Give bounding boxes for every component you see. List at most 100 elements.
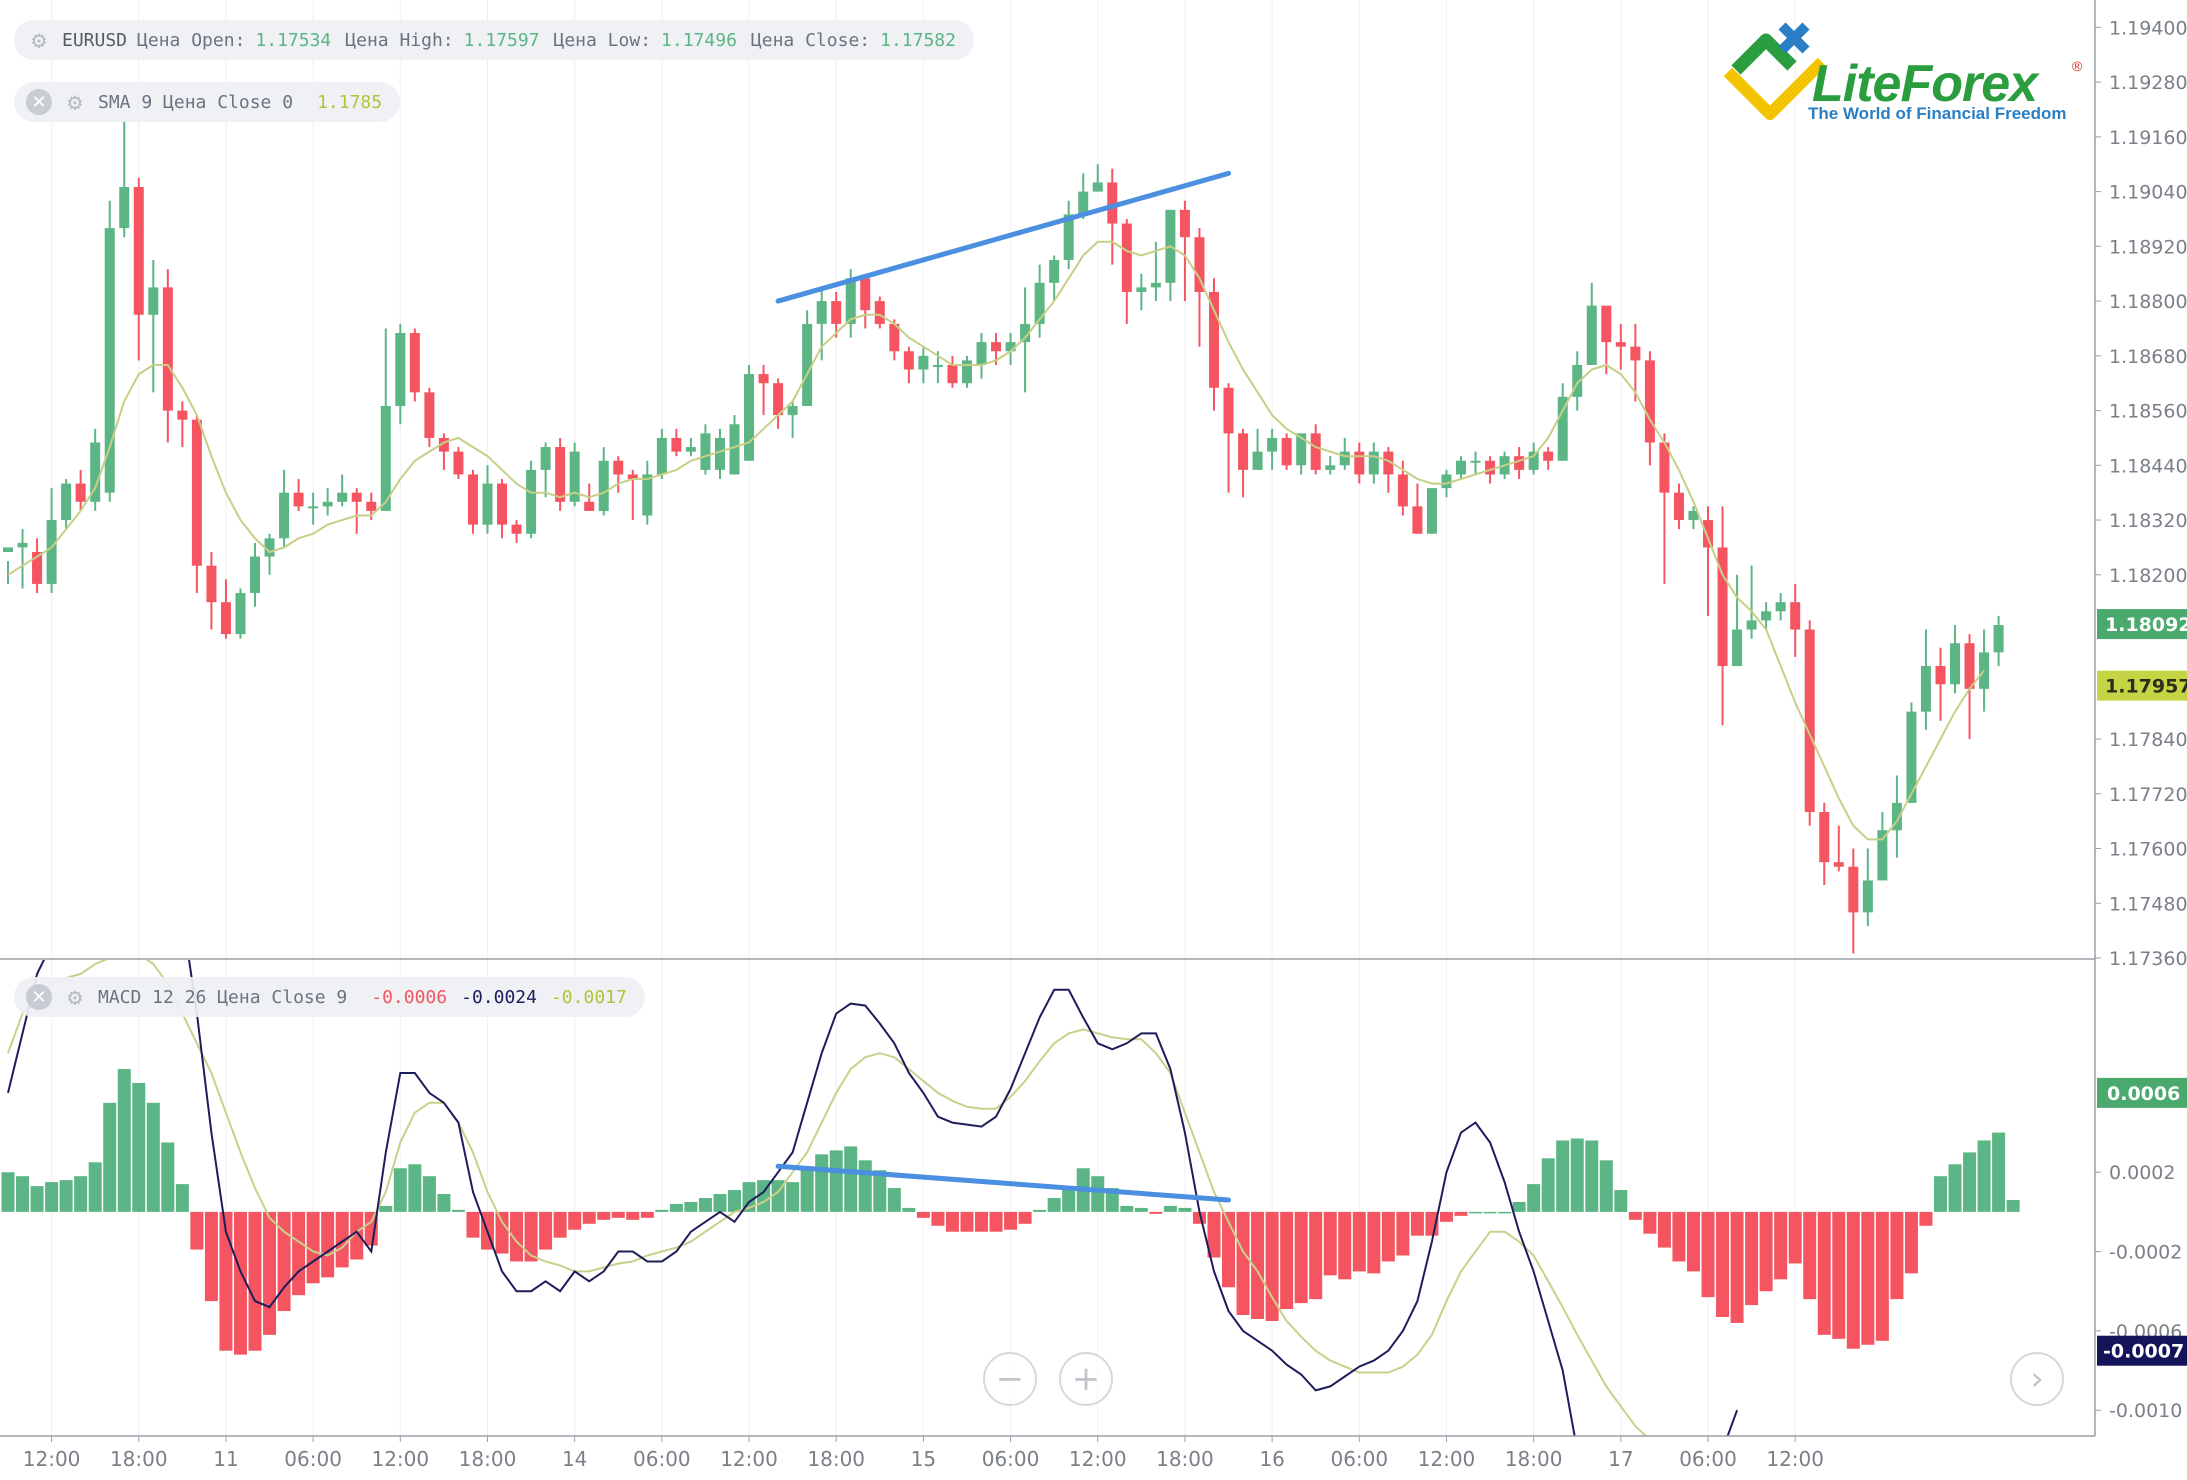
candle-body (1644, 360, 1655, 443)
macd-histogram-bar (1992, 1132, 2006, 1212)
price-tick-label: 1.19280 (2109, 72, 2187, 94)
candle-body (860, 278, 871, 311)
macd-histogram-bar (873, 1170, 887, 1212)
macd-histogram-bar (1192, 1211, 1206, 1224)
time-tick-label: 17 (1608, 1447, 1633, 1471)
macd-histogram-bar (45, 1182, 59, 1212)
candle-body (3, 547, 13, 552)
close-icon[interactable]: ✕ (26, 89, 52, 115)
macd-histogram-bar (1890, 1211, 1904, 1300)
candle-body (1107, 182, 1118, 224)
candle-body (409, 333, 420, 393)
macd-histogram-bar (1207, 1211, 1221, 1258)
macd-histogram-bar (626, 1211, 640, 1220)
candle-body (1586, 305, 1597, 365)
candle-body (1572, 364, 1583, 397)
candle-body (511, 524, 522, 534)
legend-macd-signal-value: -0.0017 (550, 986, 627, 1008)
gear-icon[interactable]: ⚙ (31, 26, 47, 54)
macd-histogram-bar (1265, 1211, 1279, 1321)
macd-histogram-bar (858, 1160, 872, 1212)
candle-body (119, 187, 130, 229)
candle-body (467, 474, 478, 525)
candle-body (642, 474, 653, 516)
macd-histogram-bar (248, 1211, 262, 1351)
current-price-badge: 1.18092 (2105, 614, 2187, 636)
macd-line-badge-bg (2097, 1335, 2187, 1366)
logo-brand-part1: Lite (1812, 55, 1901, 113)
macd-histogram-bar (146, 1102, 160, 1212)
candle-body (976, 342, 987, 365)
logo-brand: LiteForex (1812, 54, 2038, 114)
zoom-in-button[interactable]: + (1059, 1352, 1113, 1406)
macd-histogram-bar (1701, 1211, 1715, 1298)
macd-histogram-bar (1163, 1205, 1177, 1212)
macd-histogram-bar (916, 1211, 930, 1218)
candle-body (889, 323, 900, 352)
legend-close-value: 1.17582 (880, 29, 956, 51)
close-icon[interactable]: ✕ (26, 984, 52, 1010)
candle-body (1746, 620, 1757, 630)
candle-body (177, 410, 188, 420)
macd-histogram-bar (1759, 1211, 1773, 1292)
macd-histogram-bar (713, 1194, 727, 1212)
macd-histogram-bar (1570, 1138, 1584, 1212)
current-price-badge-bg (2097, 609, 2187, 640)
macd-histogram-bar (408, 1164, 422, 1212)
sma-price-badge-bg (2097, 670, 2187, 701)
price-tick-label: 1.19400 (2109, 17, 2187, 39)
price-tick-label: 1.17840 (2109, 729, 2187, 751)
macd-histogram-bar (1919, 1211, 1933, 1226)
time-tick-label: 15 (911, 1447, 936, 1471)
candle-body (584, 501, 595, 511)
candle-body (191, 419, 202, 566)
candle-body (685, 447, 696, 452)
macd-histogram-bar (960, 1211, 974, 1232)
price-tick-label: 1.18800 (2109, 291, 2187, 313)
gear-icon[interactable]: ⚙ (67, 88, 83, 116)
price-tick-label: 1.17360 (2109, 948, 2187, 970)
candle-body (453, 451, 464, 475)
candle-body (671, 437, 682, 452)
candle-body (729, 424, 740, 475)
macd-histogram-bar (88, 1162, 102, 1212)
candle-body (1775, 602, 1786, 612)
macd-hist-badge-bg (2097, 1077, 2187, 1108)
candle-body (1543, 451, 1554, 461)
macd-histogram-bar (1657, 1211, 1671, 1248)
candle-body (1368, 451, 1379, 475)
legend-high-value: 1.17597 (463, 29, 540, 51)
price-tick-label: 1.18320 (2109, 510, 2187, 532)
macd-tick-label: -0.0002 (2109, 1242, 2182, 1264)
macd-histogram-bar (2006, 1199, 2020, 1212)
macd-histogram-bar (466, 1211, 480, 1238)
macd-histogram-bar (568, 1211, 582, 1230)
macd-trendline (775, 1163, 1232, 1203)
legend-main: ⚙ EURUSD Цена Open: 1.17534 Цена High: 1… (14, 20, 974, 60)
macd-histogram-bar (1963, 1152, 1977, 1212)
candles (3, 118, 2004, 954)
candle-body (627, 474, 638, 479)
macd-histogram-bar (1033, 1209, 1047, 1212)
macd-histogram-bar (1120, 1205, 1134, 1212)
zoom-out-button[interactable]: − (983, 1352, 1037, 1406)
candle-body (1426, 488, 1437, 534)
candle-body (1514, 456, 1525, 470)
macd-histogram-bar (582, 1211, 596, 1224)
macd-histogram-bar (655, 1209, 669, 1212)
macd-histogram-bar (1803, 1211, 1817, 1300)
candle-body (1790, 602, 1801, 630)
legend-sma-label: SMA 9 Цена Close 0 (98, 91, 294, 113)
time-tick-label: 14 (562, 1447, 587, 1471)
scroll-right-button[interactable]: › (2010, 1352, 2064, 1406)
macd-histogram-bar (931, 1211, 945, 1226)
macd-histogram-bar (989, 1211, 1003, 1232)
legend-close-label: Цена Close: (750, 29, 871, 51)
legend-low-label: Цена Low: (553, 29, 652, 51)
gear-icon[interactable]: ⚙ (67, 983, 83, 1011)
macd-histogram-bar (1, 1172, 15, 1212)
time-tick-label: 12:00 (371, 1447, 429, 1471)
candle-body (1891, 802, 1902, 831)
